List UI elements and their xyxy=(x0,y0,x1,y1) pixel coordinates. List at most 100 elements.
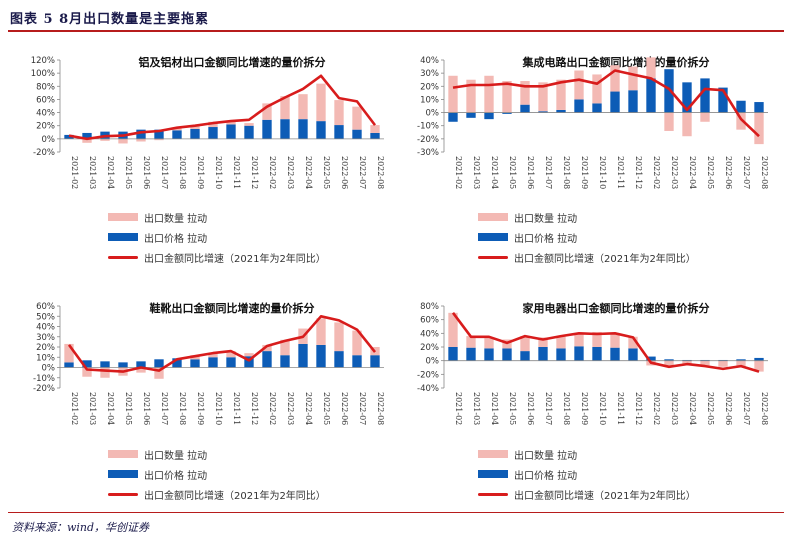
legend-total-label: 出口金额同比增速（2021年为2年同比） xyxy=(514,491,696,502)
price-bar xyxy=(280,119,290,139)
price-bar xyxy=(736,359,746,361)
chart-panel-appliance: 家用电器出口金额同比增速的量价拆分 -40% -20% 0% 20% 40% 60% 80% 2… xyxy=(404,298,774,438)
price-bar xyxy=(352,355,362,368)
price-bar xyxy=(136,129,146,139)
qty-bar xyxy=(82,367,92,377)
qty-bar xyxy=(64,343,74,363)
price-bar xyxy=(520,104,530,113)
price-bar xyxy=(298,343,308,368)
qty-bar xyxy=(646,57,656,79)
x-tick-label: 2021-12 xyxy=(250,156,259,189)
qty-bar xyxy=(280,339,290,356)
legend-price-label: 出口价格 拉动 xyxy=(514,234,578,245)
y-tick-label: 0% xyxy=(426,109,440,119)
qty-bar xyxy=(484,75,494,113)
qty-bar xyxy=(556,79,566,110)
qty-bar xyxy=(100,138,110,141)
x-tick-label: 2021-12 xyxy=(250,392,259,425)
x-tick-label: 2021-03 xyxy=(88,392,97,425)
chart-panel-ic: 集成电路出口金额同比增速的量价拆分 -30% -20% -10% 0% 10% 20% 30%… xyxy=(404,52,774,202)
price-bar xyxy=(100,361,110,368)
legend-price-label: 出口价格 拉动 xyxy=(144,234,208,245)
price-bar xyxy=(754,357,764,361)
qty-bar xyxy=(244,353,254,357)
y-tick-label: 60% xyxy=(36,95,55,105)
x-tick-label: 2022-04 xyxy=(304,392,313,425)
x-tick-label: 2021-07 xyxy=(160,156,169,189)
price-bar xyxy=(610,91,620,113)
price-bar xyxy=(154,359,164,368)
legend-total-swatch xyxy=(108,256,138,259)
qty-bar xyxy=(718,360,728,367)
price-bar xyxy=(136,361,146,368)
x-tick-label: 2021-06 xyxy=(526,156,535,189)
legend-qty-swatch xyxy=(108,450,138,458)
y-tick-label: 20% xyxy=(36,122,55,132)
price-bar xyxy=(574,346,584,361)
price-bar xyxy=(208,127,218,139)
price-bar xyxy=(538,111,548,113)
y-tick-label: 40% xyxy=(420,56,439,66)
x-tick-label: 2021-08 xyxy=(562,156,571,189)
x-tick-label: 2021-03 xyxy=(472,392,481,425)
y-tick-label: 80% xyxy=(36,82,55,92)
chart-panel-footwear: 鞋靴出口金额同比增速的量价拆分 -20% -10% 0% 10% 20% 30% 40% 50%… xyxy=(20,298,390,438)
x-tick-label: 2021-06 xyxy=(142,392,151,425)
legend-price-swatch xyxy=(478,233,508,241)
x-tick-label: 2021-04 xyxy=(490,156,499,189)
qty-bar xyxy=(700,360,710,366)
qty-bar xyxy=(610,65,620,92)
chart-title: 铝及铝材出口金额同比增速的量价拆分 xyxy=(139,55,326,69)
price-bar xyxy=(628,90,638,113)
qty-bar xyxy=(448,75,458,113)
price-bar xyxy=(556,348,566,361)
price-bar xyxy=(190,359,200,368)
qty-bar xyxy=(226,121,236,125)
price-bar xyxy=(736,100,746,113)
price-bar xyxy=(682,82,692,113)
x-tick-label: 2022-06 xyxy=(340,156,349,189)
x-tick-label: 2022-03 xyxy=(670,156,679,189)
price-bar xyxy=(298,119,308,139)
chart-title: 家用电器出口金额同比增速的量价拆分 xyxy=(523,301,710,315)
y-tick-label: 40% xyxy=(420,329,439,339)
price-bar xyxy=(556,109,566,113)
figure-title: 图表 5 8月出口数量是主要拖累 xyxy=(10,12,210,27)
qty-bar xyxy=(592,74,602,104)
x-tick-label: 2021-09 xyxy=(196,392,205,425)
price-bar xyxy=(628,348,638,361)
x-tick-label: 2022-03 xyxy=(286,156,295,189)
legend-qty-label: 出口数量 拉动 xyxy=(514,451,578,462)
y-tick-label: -10% xyxy=(417,122,439,132)
x-tick-label: 2021-02 xyxy=(70,392,79,425)
qty-bar xyxy=(244,123,254,126)
price-bar xyxy=(370,355,380,368)
legend-total-swatch xyxy=(478,493,508,496)
price-bar xyxy=(172,358,182,368)
price-bar xyxy=(82,132,92,139)
x-tick-label: 2021-04 xyxy=(106,156,115,189)
x-tick-label: 2021-08 xyxy=(562,392,571,425)
source-note: 资料来源：wind，华创证券 xyxy=(12,521,150,534)
qty-bar xyxy=(574,70,584,100)
price-bar xyxy=(244,356,254,368)
bottom-rule xyxy=(8,512,784,513)
x-tick-label: 2022-08 xyxy=(376,392,385,425)
price-bar xyxy=(718,87,728,113)
price-bar xyxy=(280,355,290,368)
qty-bar xyxy=(136,367,146,373)
qty-bar xyxy=(484,338,494,349)
price-bar xyxy=(538,347,548,361)
x-tick-label: 2021-05 xyxy=(124,392,133,425)
x-tick-label: 2022-05 xyxy=(322,156,331,189)
x-tick-label: 2022-07 xyxy=(742,392,751,425)
legend-qty-label: 出口数量 拉动 xyxy=(514,214,578,225)
chart-svg: 铝及铝材出口金额同比增速的量价拆分 -20% 0% 20% 40% 60% 80% 100% 1… xyxy=(31,55,385,189)
chart-svg: 集成电路出口金额同比增速的量价拆分 -30% -20% -10% 0% 10% 20% 30%… xyxy=(417,55,769,189)
price-bar xyxy=(370,132,380,139)
x-tick-label: 2021-12 xyxy=(634,156,643,189)
price-bar xyxy=(208,357,218,368)
price-bar xyxy=(484,112,494,120)
x-tick-label: 2022-04 xyxy=(688,156,697,189)
legend-qty-swatch xyxy=(478,213,508,221)
